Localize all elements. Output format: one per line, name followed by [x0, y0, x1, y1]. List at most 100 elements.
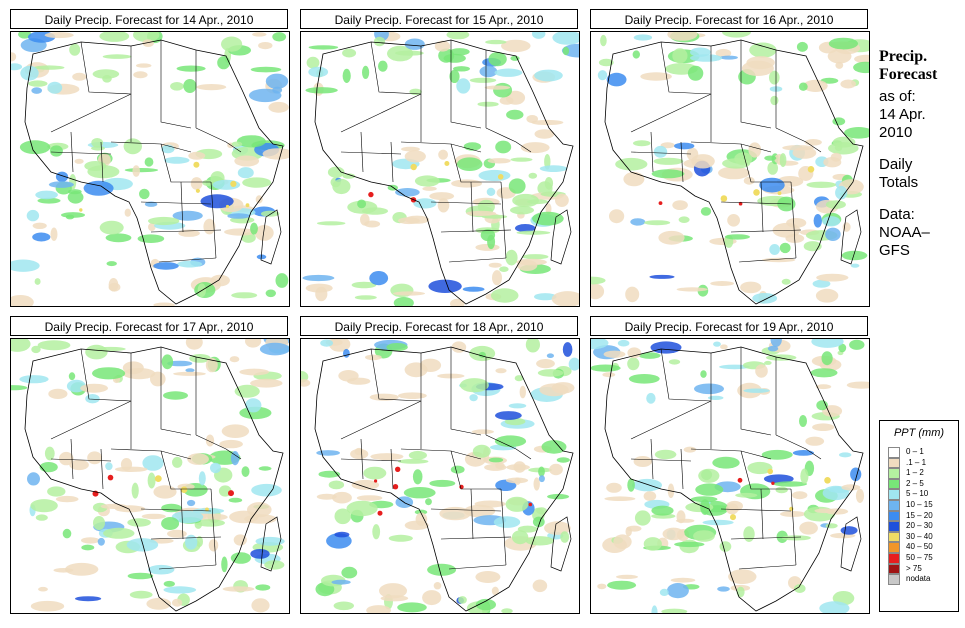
- precip-cell: [855, 488, 865, 503]
- precip-cell: [661, 608, 688, 613]
- precip-cell: [170, 82, 184, 91]
- precip-cell: [683, 446, 697, 453]
- legend-swatch: [888, 531, 900, 543]
- legend-swatch: [888, 552, 900, 564]
- precip-cell: [33, 65, 65, 70]
- madagascar-outline: [550, 209, 572, 265]
- precip-cell: [815, 288, 839, 303]
- precip-cell: [501, 608, 513, 613]
- precip-cell: [265, 289, 276, 298]
- coastline: [604, 346, 864, 612]
- panel-title: Daily Precip. Forecast for 16 Apr., 2010: [590, 9, 868, 29]
- precip-cell: [153, 485, 177, 499]
- precip-cell: [700, 207, 712, 216]
- precip-cell: [533, 477, 540, 491]
- country-border: [80, 41, 132, 95]
- precip-cell: [604, 496, 636, 501]
- country-border: [630, 400, 712, 440]
- precip-cell: [231, 141, 243, 147]
- country-border: [738, 257, 797, 263]
- precip-cell: [551, 291, 579, 306]
- country-border: [440, 229, 512, 233]
- precip-cell: [31, 345, 41, 354]
- precip-cell: [316, 221, 346, 226]
- precip-cell: [144, 157, 154, 167]
- precip-cell: [495, 368, 507, 374]
- precip-cell: [633, 456, 652, 467]
- precip-cell: [506, 464, 530, 471]
- precip-cell: [674, 142, 695, 150]
- precip-cell: [142, 39, 154, 47]
- precip-cell: [414, 175, 440, 187]
- precip-cell: [83, 180, 114, 196]
- precip-cell: [525, 339, 540, 353]
- precip-cell: [44, 446, 55, 461]
- precip-cell: [351, 479, 380, 490]
- precip-cell: [408, 450, 427, 460]
- coastline: [604, 39, 864, 305]
- precip-peak: [245, 203, 250, 208]
- precip-cell: [690, 54, 723, 62]
- precip-peak: [205, 507, 209, 512]
- precip-cell: [153, 302, 175, 306]
- country-border: [195, 434, 242, 460]
- precip-cell: [205, 357, 218, 373]
- country-border: [160, 347, 192, 436]
- precip-cell: [506, 109, 524, 120]
- country-border: [50, 400, 132, 440]
- country-border: [340, 151, 402, 155]
- precip-cell: [659, 588, 669, 596]
- precip-cell: [674, 541, 705, 548]
- precip-cell: [131, 482, 139, 499]
- precip-cell: [627, 357, 640, 371]
- totals-label: Totals: [879, 174, 919, 191]
- precip-peak: [107, 474, 114, 481]
- precip-cell: [591, 283, 605, 300]
- country-border: [448, 257, 507, 263]
- precip-cell: [822, 216, 841, 227]
- country-border: [790, 181, 797, 259]
- forecast-panel-1: Daily Precip. Forecast for 14 Apr., 2010: [10, 9, 290, 307]
- precip-cell: [668, 359, 681, 365]
- precip-cell: [315, 286, 328, 302]
- forecast-panel-6: Daily Precip. Forecast for 19 Apr., 2010: [590, 316, 870, 614]
- precip-cell: [591, 339, 609, 350]
- country-border: [360, 131, 364, 173]
- country-border: [440, 536, 512, 540]
- precip-peak: [228, 490, 234, 497]
- precip-cell: [172, 456, 183, 468]
- precip-cell: [236, 135, 266, 148]
- precip-cell: [302, 274, 335, 282]
- precip-cell: [644, 220, 671, 226]
- precip-cell: [534, 129, 555, 139]
- precip-cell: [643, 537, 662, 551]
- precip-cell: [305, 87, 338, 94]
- precip-cell: [362, 207, 388, 215]
- precip-cell: [167, 360, 193, 367]
- precip-cell: [379, 583, 407, 599]
- precip-cell: [439, 506, 471, 521]
- precip-cell: [505, 249, 518, 266]
- precip-cell: [230, 552, 251, 564]
- precip-cell: [429, 479, 456, 487]
- precip-cell: [403, 487, 436, 499]
- precip-cell: [102, 54, 132, 59]
- precip-cell: [515, 224, 536, 233]
- precip-cell: [200, 194, 234, 209]
- precip-cell: [93, 516, 105, 530]
- precip-cell: [493, 516, 521, 528]
- precip-cell: [488, 457, 504, 463]
- precip-peak: [395, 466, 401, 472]
- country-border: [630, 93, 712, 133]
- precip-cell: [628, 374, 660, 384]
- precip-cell: [781, 535, 811, 541]
- precip-cell: [505, 90, 526, 105]
- precip-cell: [227, 213, 250, 219]
- country-border: [650, 131, 654, 173]
- precip-cell: [242, 177, 272, 188]
- precip-cell: [357, 199, 367, 209]
- precip-cell: [459, 378, 489, 393]
- precip-cell: [536, 359, 555, 369]
- precip-cell: [499, 266, 509, 272]
- precip-cell: [81, 544, 95, 551]
